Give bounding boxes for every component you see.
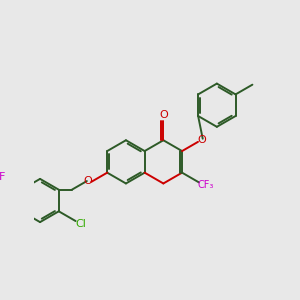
Text: O: O [159, 110, 168, 120]
Text: O: O [84, 176, 92, 185]
Text: Cl: Cl [75, 219, 86, 229]
Text: CF₃: CF₃ [197, 180, 214, 190]
Text: F: F [0, 172, 5, 182]
Text: O: O [197, 135, 206, 145]
